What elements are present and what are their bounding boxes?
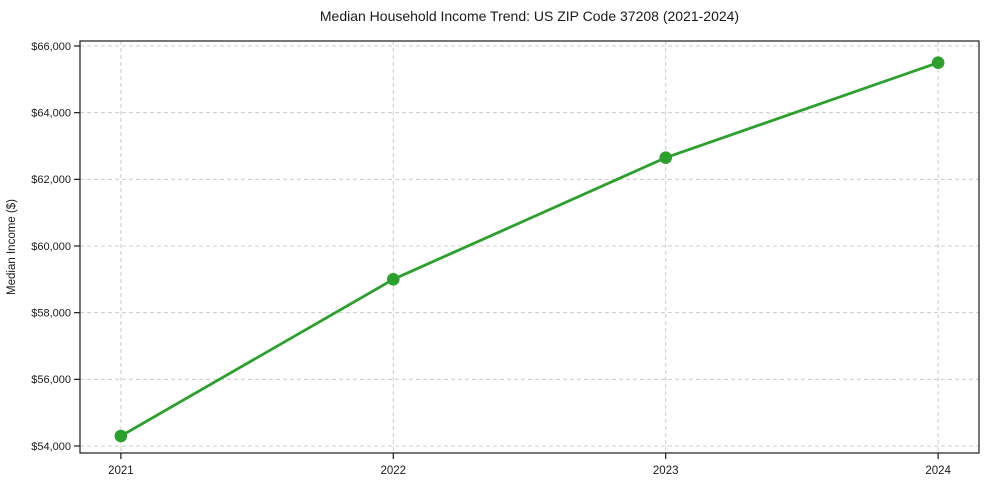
plot-border bbox=[79, 40, 980, 454]
y-tick-label: $62,000 bbox=[31, 174, 71, 186]
data-point-2024 bbox=[931, 56, 945, 69]
x-tick-label: 2023 bbox=[653, 465, 679, 477]
x-tick-label: 2024 bbox=[925, 465, 951, 477]
axis-tick-labels: $54,000 $56,000 $58,000 $60,000 $62,000 $64,0… bbox=[31, 41, 951, 477]
y-axis-title: Median Income ($) bbox=[6, 199, 18, 295]
data-series bbox=[114, 56, 945, 443]
gridlines bbox=[80, 41, 979, 453]
series-line bbox=[119, 61, 940, 438]
chart-title: Median Household Income Trend: US ZIP Co… bbox=[320, 8, 739, 24]
data-point-2021 bbox=[114, 429, 128, 443]
y-tick-label: $60,000 bbox=[31, 241, 71, 253]
y-tick-label: $56,000 bbox=[31, 374, 71, 386]
y-tick-label: $58,000 bbox=[31, 307, 71, 319]
data-point-2022 bbox=[386, 273, 400, 286]
y-tick-label: $54,000 bbox=[31, 441, 71, 453]
axis-ticks bbox=[74, 45, 939, 459]
x-tick-label: 2021 bbox=[108, 465, 134, 477]
x-tick-label: 2022 bbox=[380, 465, 406, 477]
data-point-2023 bbox=[659, 151, 673, 164]
y-tick-label: $66,000 bbox=[31, 41, 71, 53]
y-tick-label: $64,000 bbox=[31, 107, 71, 119]
